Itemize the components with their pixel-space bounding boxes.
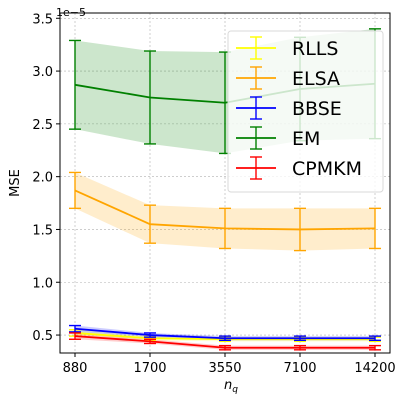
x-tick-label: 1700 xyxy=(133,361,166,376)
em-legend-label: EM xyxy=(292,128,320,150)
legend-box xyxy=(227,30,384,193)
bbse-legend-label: BBSE xyxy=(292,98,342,120)
y-tick-label: 2.5 xyxy=(32,118,53,133)
elsa-legend-label: ELSA xyxy=(292,68,340,90)
y-tick-label: 1.5 xyxy=(32,223,53,238)
rlls-legend-label: RLLS xyxy=(292,38,338,60)
x-tick-label: 14200 xyxy=(354,361,395,376)
y-tick-label: 3.5 xyxy=(32,12,53,27)
axis-ticks: 880 1700 3550 7100 14200 0.5 1.0 1.5 2.0 2.5 3.0 3.… xyxy=(32,12,395,376)
legend: RLLS ELSA BBSE EM CPMKM xyxy=(227,30,384,193)
x-tick-label: 7100 xyxy=(283,361,316,376)
cpmkm-legend-label: CPMKM xyxy=(292,158,362,180)
y-offset-label: 1e−5 xyxy=(56,6,86,19)
y-tick-label: 1.0 xyxy=(32,276,53,291)
x-tick-label: 880 xyxy=(63,361,88,376)
x-axis-label: nq xyxy=(224,378,238,395)
x-tick-label: 3550 xyxy=(208,361,241,376)
y-tick-label: 3.0 xyxy=(32,65,53,80)
y-tick-label: 2.0 xyxy=(32,171,53,186)
y-axis-label: MSE xyxy=(8,169,23,197)
y-tick-label: 0.5 xyxy=(32,329,53,344)
